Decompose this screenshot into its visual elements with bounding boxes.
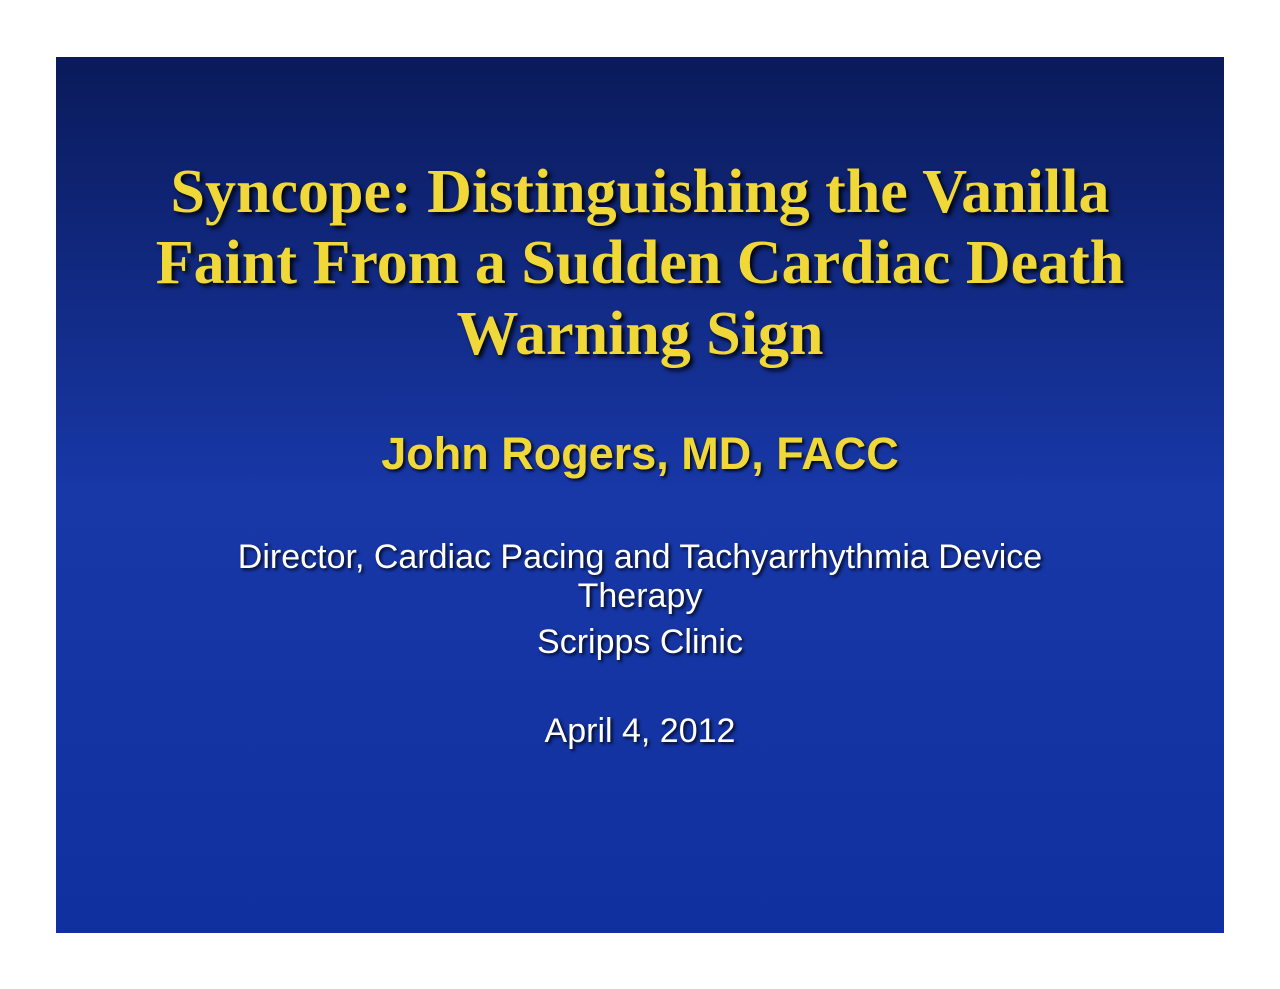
slide-title: Syncope: Distinguishing the Vanilla Fain… <box>116 157 1164 371</box>
slide-institution: Scripps Clinic <box>116 623 1164 662</box>
slide-date: April 4, 2012 <box>116 712 1164 751</box>
slide-container: Syncope: Distinguishing the Vanilla Fain… <box>56 57 1224 933</box>
slide-author: John Rogers, MD, FACC <box>116 428 1164 480</box>
slide-affiliation: Director, Cardiac Pacing and Tachyarrhyt… <box>180 538 1100 616</box>
